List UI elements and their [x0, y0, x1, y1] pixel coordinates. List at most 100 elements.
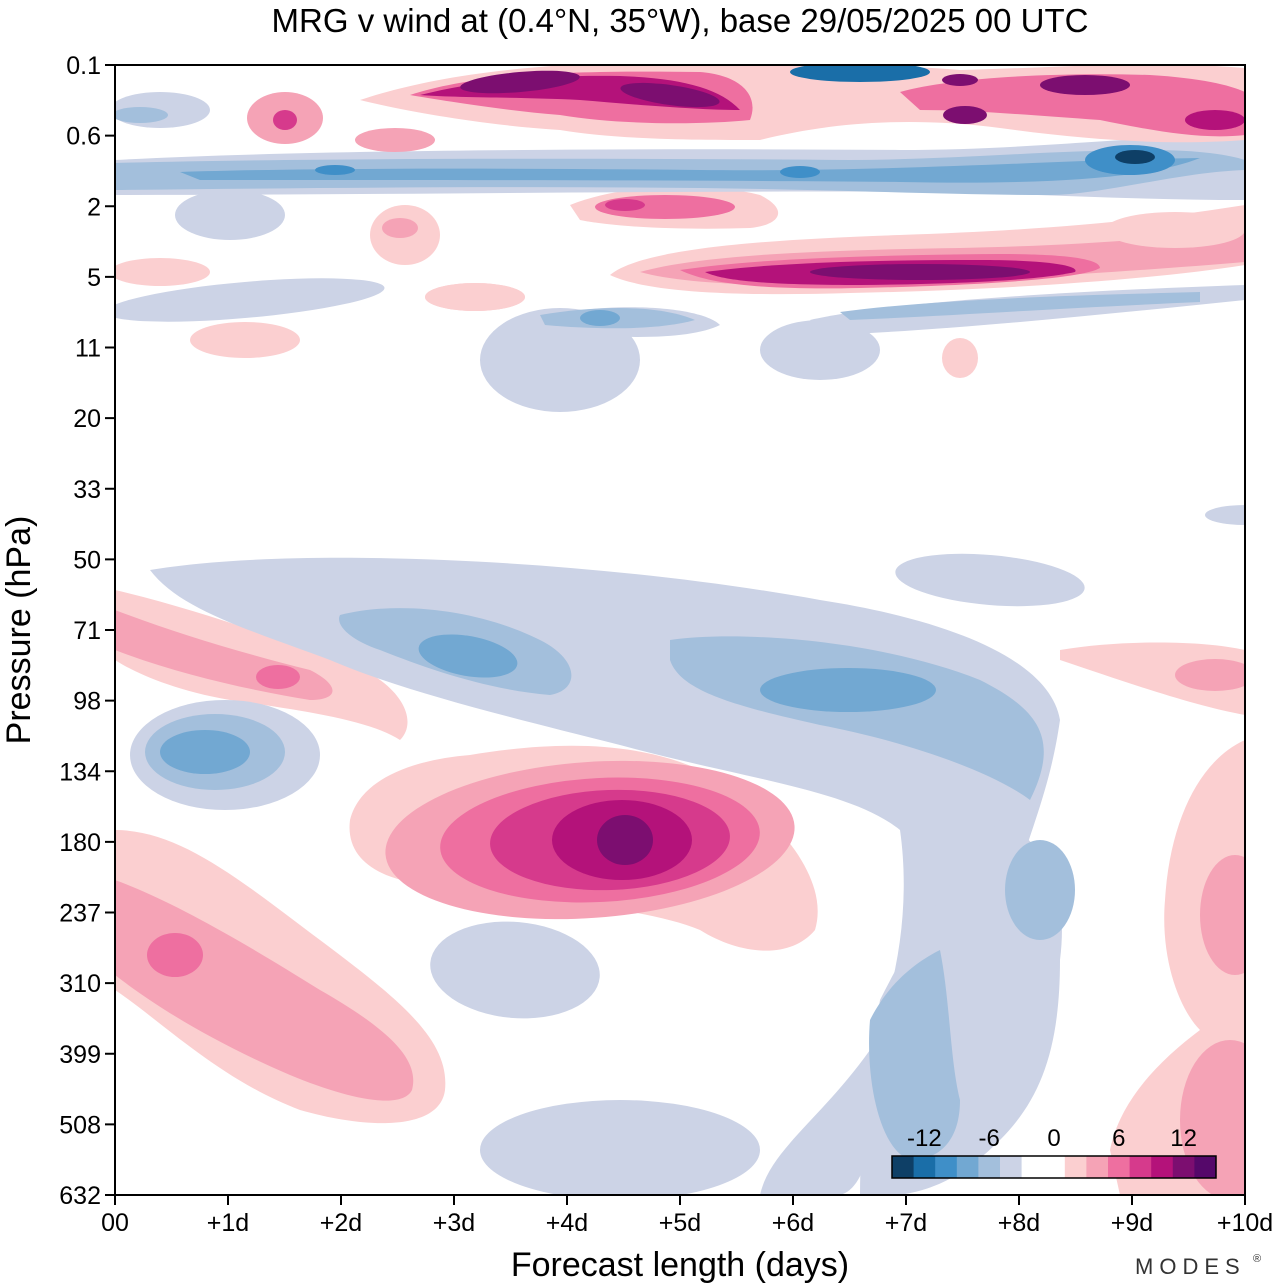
negative-region	[790, 65, 930, 82]
y-tick-label: 508	[59, 1111, 101, 1139]
logo-registered-mark: ®	[1253, 1253, 1261, 1265]
y-axis: 0.1 0.6 2 5 11 20 33 50 71 98 134 180 237 310 399 508 63…	[59, 52, 115, 1210]
colorbar-label: 12	[1170, 1125, 1197, 1152]
logo-text: MODES	[1135, 1254, 1246, 1279]
positive-region	[382, 218, 418, 238]
positive-region	[1040, 75, 1130, 95]
negative-region	[1205, 505, 1245, 525]
negative-region	[895, 553, 1085, 607]
x-tick-label: +6d	[772, 1209, 814, 1237]
y-tick-label: 71	[73, 617, 101, 645]
colorbar-swatch	[1064, 1156, 1087, 1178]
y-tick-label: 310	[59, 970, 101, 998]
plot-area	[115, 65, 1245, 1195]
colorbar-swatch	[935, 1156, 958, 1178]
y-tick-label: 0.6	[66, 123, 101, 151]
positive-region	[605, 199, 645, 211]
colorbar-swatch	[1000, 1156, 1023, 1178]
positive-region	[355, 128, 435, 152]
chart-title: MRG v wind at (0.4°N, 35°W), base 29/05/…	[272, 2, 1089, 39]
x-tick-label: +5d	[659, 1209, 701, 1237]
negative-region	[670, 636, 1044, 800]
colorbar-swatch	[1129, 1156, 1152, 1178]
x-tick-label: +9d	[1111, 1209, 1153, 1237]
x-tick-label: +2d	[320, 1209, 362, 1237]
colorbar-label: 0	[1047, 1125, 1060, 1152]
positive-region	[115, 258, 210, 286]
positive-region	[115, 880, 414, 1101]
negative-region	[175, 190, 285, 240]
contour-field	[115, 65, 1245, 1195]
negative-region	[180, 158, 1200, 183]
x-tick-label: +10d	[1217, 1209, 1273, 1237]
negative-region	[115, 278, 385, 322]
colorbar-swatch	[913, 1156, 936, 1178]
negative-region	[1005, 840, 1075, 940]
modes-logo: MODES ®	[1135, 1253, 1261, 1279]
colorbar-swatch	[1021, 1156, 1044, 1178]
y-tick-label: 632	[59, 1182, 101, 1210]
y-tick-label: 33	[73, 476, 101, 504]
positive-region	[810, 264, 1030, 280]
y-tick-label: 237	[59, 900, 101, 928]
negative-region	[760, 668, 936, 712]
positive-region	[942, 74, 978, 86]
positive-region	[597, 815, 653, 865]
x-tick-label: +7d	[885, 1209, 927, 1237]
positive-region	[1175, 659, 1245, 691]
positive-region	[1105, 212, 1245, 248]
colorbar-swatch	[978, 1156, 1001, 1178]
colorbar-swatch	[1108, 1156, 1131, 1178]
colorbar-swatch	[892, 1156, 915, 1178]
negative-region	[418, 634, 518, 678]
positive-region	[1185, 110, 1245, 130]
x-tick-label: +1d	[207, 1209, 249, 1237]
negative-region	[430, 921, 600, 1019]
positive-region	[943, 106, 987, 124]
negative-region	[115, 107, 168, 123]
x-axis-label: Forecast length (days)	[511, 1246, 849, 1284]
negative-region	[780, 166, 820, 178]
x-tick-label: +4d	[546, 1209, 588, 1237]
negative-region	[869, 950, 960, 1160]
colorbar-frame	[891, 1155, 1217, 1179]
negative-region	[315, 165, 355, 175]
y-tick-label: 5	[87, 264, 101, 292]
positive-region	[147, 933, 203, 977]
positive-region	[273, 110, 297, 130]
x-tick-label: 00	[101, 1209, 129, 1237]
positive-region	[460, 70, 580, 94]
y-tick-label: 11	[75, 335, 101, 363]
y-axis-label: Pressure (hPa)	[0, 516, 38, 745]
colorbar-swatch	[1043, 1156, 1066, 1178]
colorbar-swatch	[1086, 1156, 1109, 1178]
negative-region	[160, 730, 250, 774]
y-tick-label: 2	[87, 193, 101, 221]
negative-region	[760, 320, 880, 380]
y-tick-label: 20	[73, 405, 101, 433]
colorbar-swatch	[956, 1156, 979, 1178]
negative-region	[840, 292, 1200, 320]
y-tick-label: 0.1	[66, 52, 101, 80]
colorbar-swatch	[1194, 1156, 1217, 1178]
colorbar-label: 6	[1112, 1125, 1125, 1152]
y-tick-label: 180	[59, 829, 101, 857]
colorbar-swatch	[1172, 1156, 1195, 1178]
x-tick-label: +3d	[433, 1209, 475, 1237]
positive-region	[425, 283, 525, 311]
positive-region	[256, 665, 300, 689]
negative-region	[580, 310, 620, 326]
positive-region	[900, 74, 1245, 137]
negative-region	[480, 1100, 760, 1195]
colorbar-label: -6	[979, 1125, 1000, 1152]
colorbar-swatch	[1151, 1156, 1174, 1178]
colorbar: -12 -6 0 6 12	[891, 1125, 1217, 1179]
colorbar-label: -12	[907, 1125, 942, 1152]
y-tick-label: 399	[59, 1041, 101, 1069]
y-tick-label: 98	[73, 688, 101, 716]
negative-region	[1115, 150, 1155, 164]
x-tick-label: +8d	[998, 1209, 1040, 1237]
positive-region	[1200, 855, 1245, 975]
positive-region	[942, 338, 978, 378]
